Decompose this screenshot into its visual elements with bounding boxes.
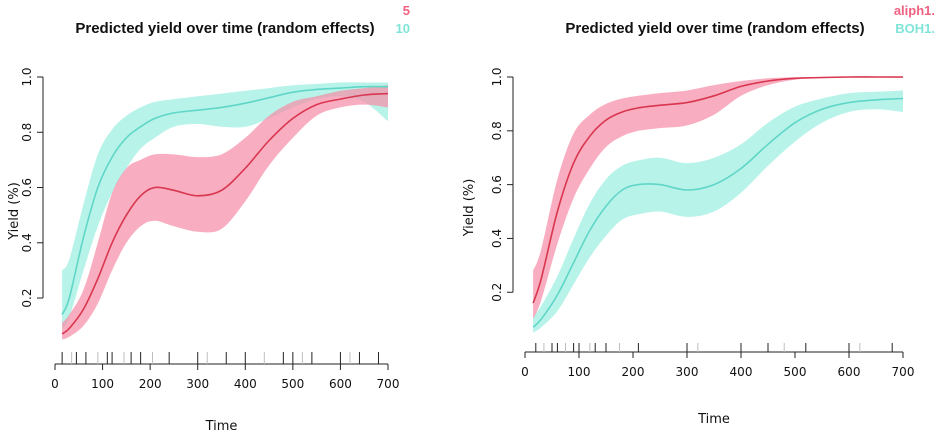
legend-entry: BOH1. [895,21,935,36]
legend-entry: 10 [396,21,410,36]
y-tick-label: 0.8 [490,121,504,140]
x-tick-label: 700 [892,365,915,379]
y-tick-label: 1.0 [20,67,34,86]
x-tick-label: 0 [521,365,529,379]
x-tick-label: 600 [329,377,352,391]
x-tick-label: 500 [784,365,807,379]
x-tick-label: 200 [139,377,162,391]
x-axis-label: Time [205,419,238,434]
confidence-band-10 [62,82,388,329]
x-tick-label: 300 [186,377,209,391]
y-tick-label: 0.6 [490,175,504,194]
legend-entry: aliph1. [894,3,935,18]
x-tick-label: 0 [51,377,59,391]
series-line-boh1 [532,97,904,328]
series-line-10 [61,85,389,315]
x-tick-label: 300 [676,365,699,379]
x-tick-label: 100 [91,377,114,391]
x-tick-label: 600 [838,365,861,379]
y-axis-label: Yield (%) [7,182,22,241]
legend-entry: 5 [403,3,410,18]
confidence-band-5 [62,85,388,340]
y-tick-label: 0.2 [490,283,504,302]
x-tick-label: 200 [622,365,645,379]
y-tick-label: 0.4 [20,233,34,252]
y-tick-label: 0.2 [20,288,34,307]
y-tick-label: 0.6 [20,178,34,197]
x-axis-label: Time [697,412,730,427]
y-tick-label: 0.8 [20,123,34,142]
y-tick-label: 1.0 [490,67,504,86]
confidence-band-boh1 [533,90,903,333]
chart-panel-2: 0.2 0.4 0.6 0.8 1.0 0 100 200 300 400 500 600 700 Pre… [462,3,935,427]
chart-title: Predicted yield over time (random effect… [75,20,374,37]
series-line-5 [61,92,389,335]
chart-title: Predicted yield over time (random effect… [565,20,864,37]
series-line-aliph1 [532,76,903,304]
x-tick-label: 400 [730,365,753,379]
y-tick-label: 0.4 [490,229,504,248]
x-tick-label: 700 [377,377,400,391]
x-tick-label: 500 [281,377,304,391]
chart-panel-1: 0.2 0.4 0.6 0.8 1.0 0 100 200 300 400 500 600 700 Pre… [7,3,410,434]
x-tick-label: 100 [568,365,591,379]
x-tick-label: 400 [234,377,257,391]
y-axis-label: Yield (%) [462,179,477,238]
